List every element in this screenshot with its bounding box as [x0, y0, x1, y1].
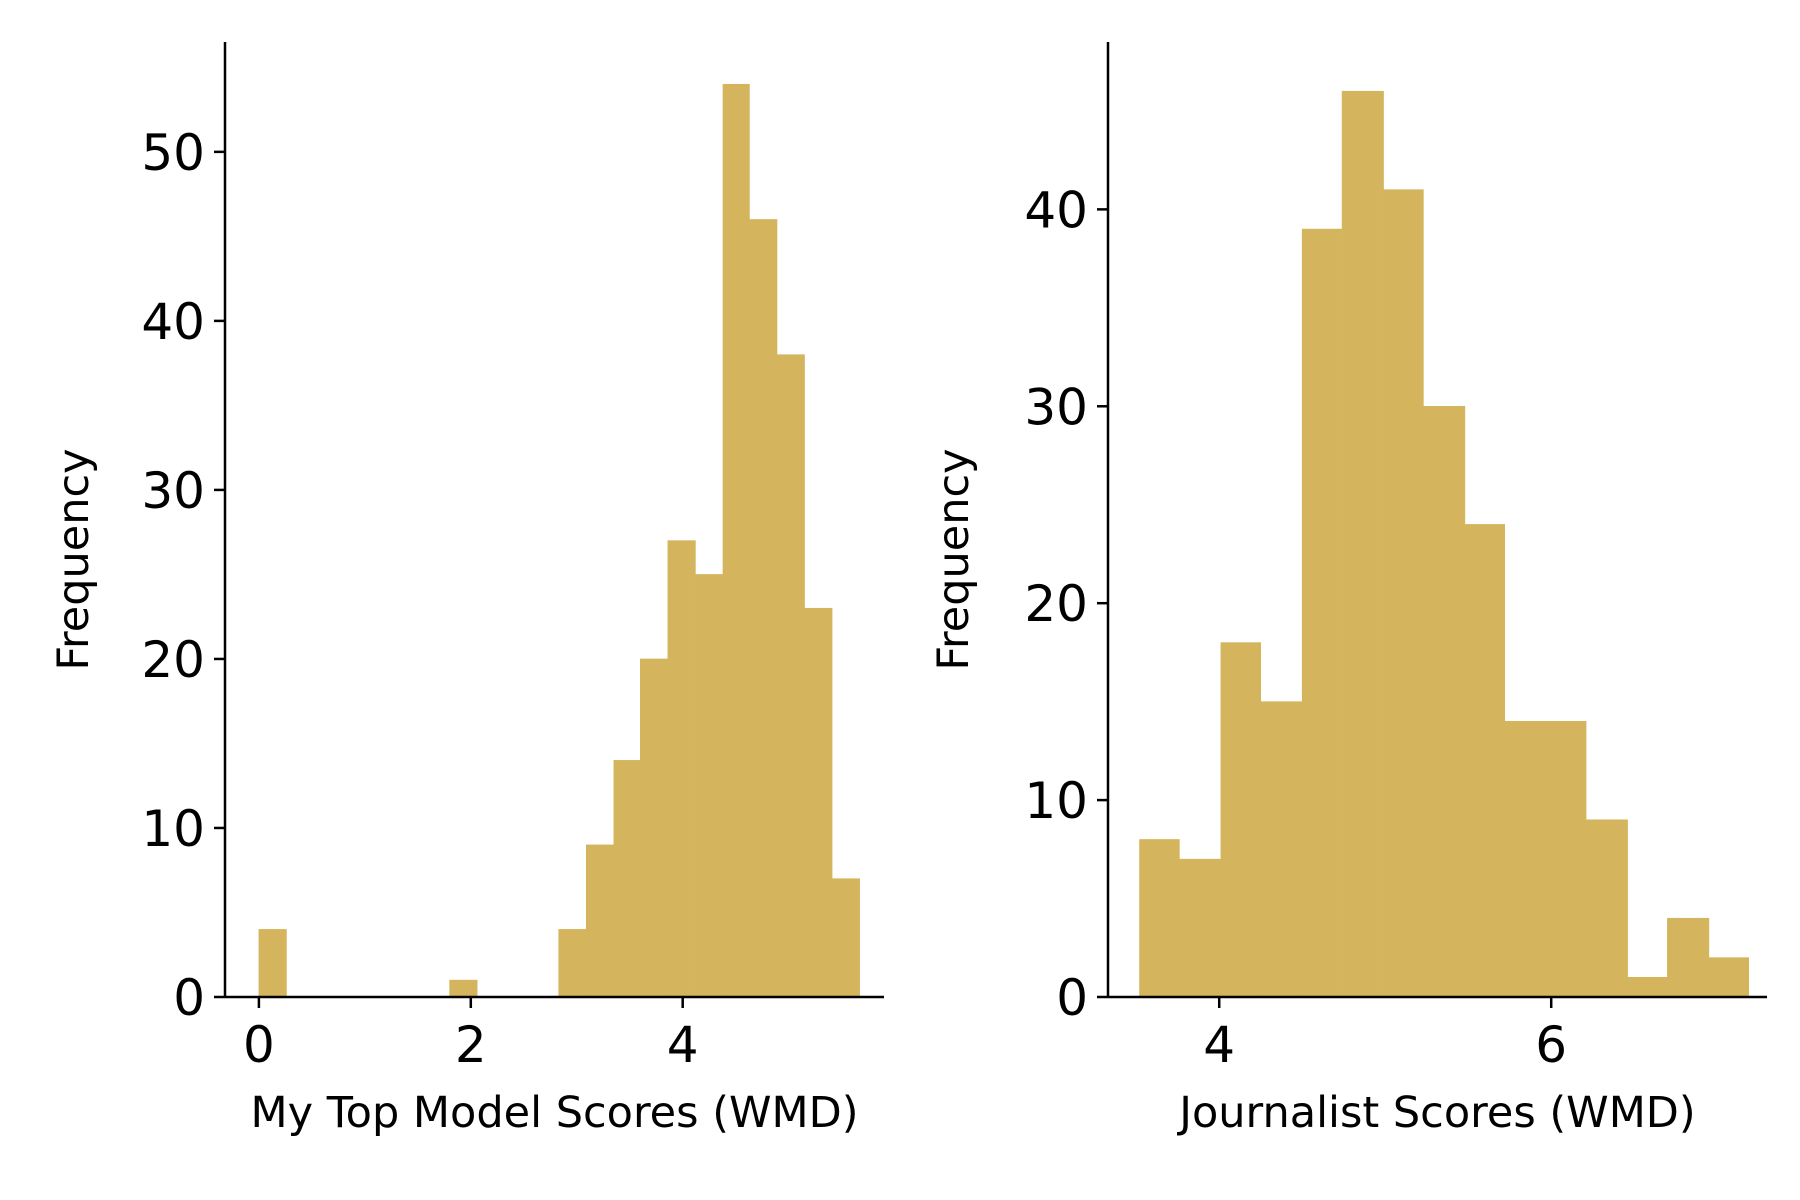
histogram-bar [1341, 90, 1384, 998]
y-tick-label: 0 [1056, 969, 1088, 1027]
histogram-bars [258, 83, 860, 998]
histogram-bar [1383, 189, 1424, 998]
y-tick-label: 40 [141, 293, 205, 351]
y-ticks: 0 10 20 30 40 [1024, 181, 1108, 1027]
histogram-bar [1260, 701, 1303, 998]
histogram-panel-model-scores: 0 10 20 30 40 50 0 2 4 Frequency My Top Model S… [49, 42, 884, 1138]
histogram-bar [1423, 405, 1466, 998]
histogram-bar [804, 607, 833, 998]
y-tick-label: 0 [173, 969, 205, 1027]
x-tick-label: 2 [455, 1016, 487, 1074]
x-axis-label: My Top Model Scores (WMD) [250, 1088, 858, 1138]
x-tick-label: 6 [1535, 1016, 1567, 1074]
y-tick-label: 50 [141, 124, 205, 182]
histogram-bar [258, 929, 287, 998]
histogram-bar [749, 219, 778, 998]
x-axis-label: Journalist Scores (WMD) [1176, 1088, 1695, 1138]
y-tick-label: 20 [1024, 575, 1088, 633]
histogram-bar [1504, 721, 1547, 998]
histogram-bar [1220, 642, 1262, 998]
y-tick-label: 30 [141, 462, 205, 520]
y-tick-label: 20 [141, 631, 205, 689]
histogram-bar [695, 574, 724, 998]
histogram-bar [1301, 228, 1343, 998]
histogram-bar [667, 540, 696, 998]
histogram-bar [640, 658, 669, 998]
histogram-bar [722, 83, 750, 998]
histogram-bar [1667, 917, 1710, 998]
histogram-bar [831, 878, 860, 998]
histogram-bar [1139, 839, 1180, 998]
y-ticks: 0 10 20 30 40 50 [141, 124, 225, 1027]
y-axis-label: Frequency [929, 448, 979, 670]
histogram-bar [558, 929, 587, 998]
histogram-bar [1585, 819, 1628, 998]
histogram-bar [449, 979, 478, 998]
y-tick-label: 10 [1024, 772, 1088, 830]
histogram-bar [585, 844, 615, 998]
histogram-bar [1179, 858, 1222, 998]
y-axis-label: Frequency [49, 448, 99, 670]
x-ticks: 0 2 4 [243, 997, 699, 1074]
y-tick-label: 30 [1024, 378, 1088, 436]
y-tick-label: 40 [1024, 181, 1088, 239]
x-tick-label: 4 [667, 1016, 699, 1074]
histogram-bar [613, 760, 641, 998]
histogram-bar [1464, 524, 1506, 998]
x-tick-label: 4 [1203, 1016, 1235, 1074]
x-tick-label: 0 [243, 1016, 275, 1074]
histogram-bar [1627, 977, 1668, 998]
y-tick-label: 10 [141, 800, 205, 858]
histogram-bar [776, 354, 805, 998]
histogram-bars [1139, 90, 1750, 998]
histogram-bar [1545, 721, 1587, 998]
histogram-bar [1708, 957, 1750, 998]
